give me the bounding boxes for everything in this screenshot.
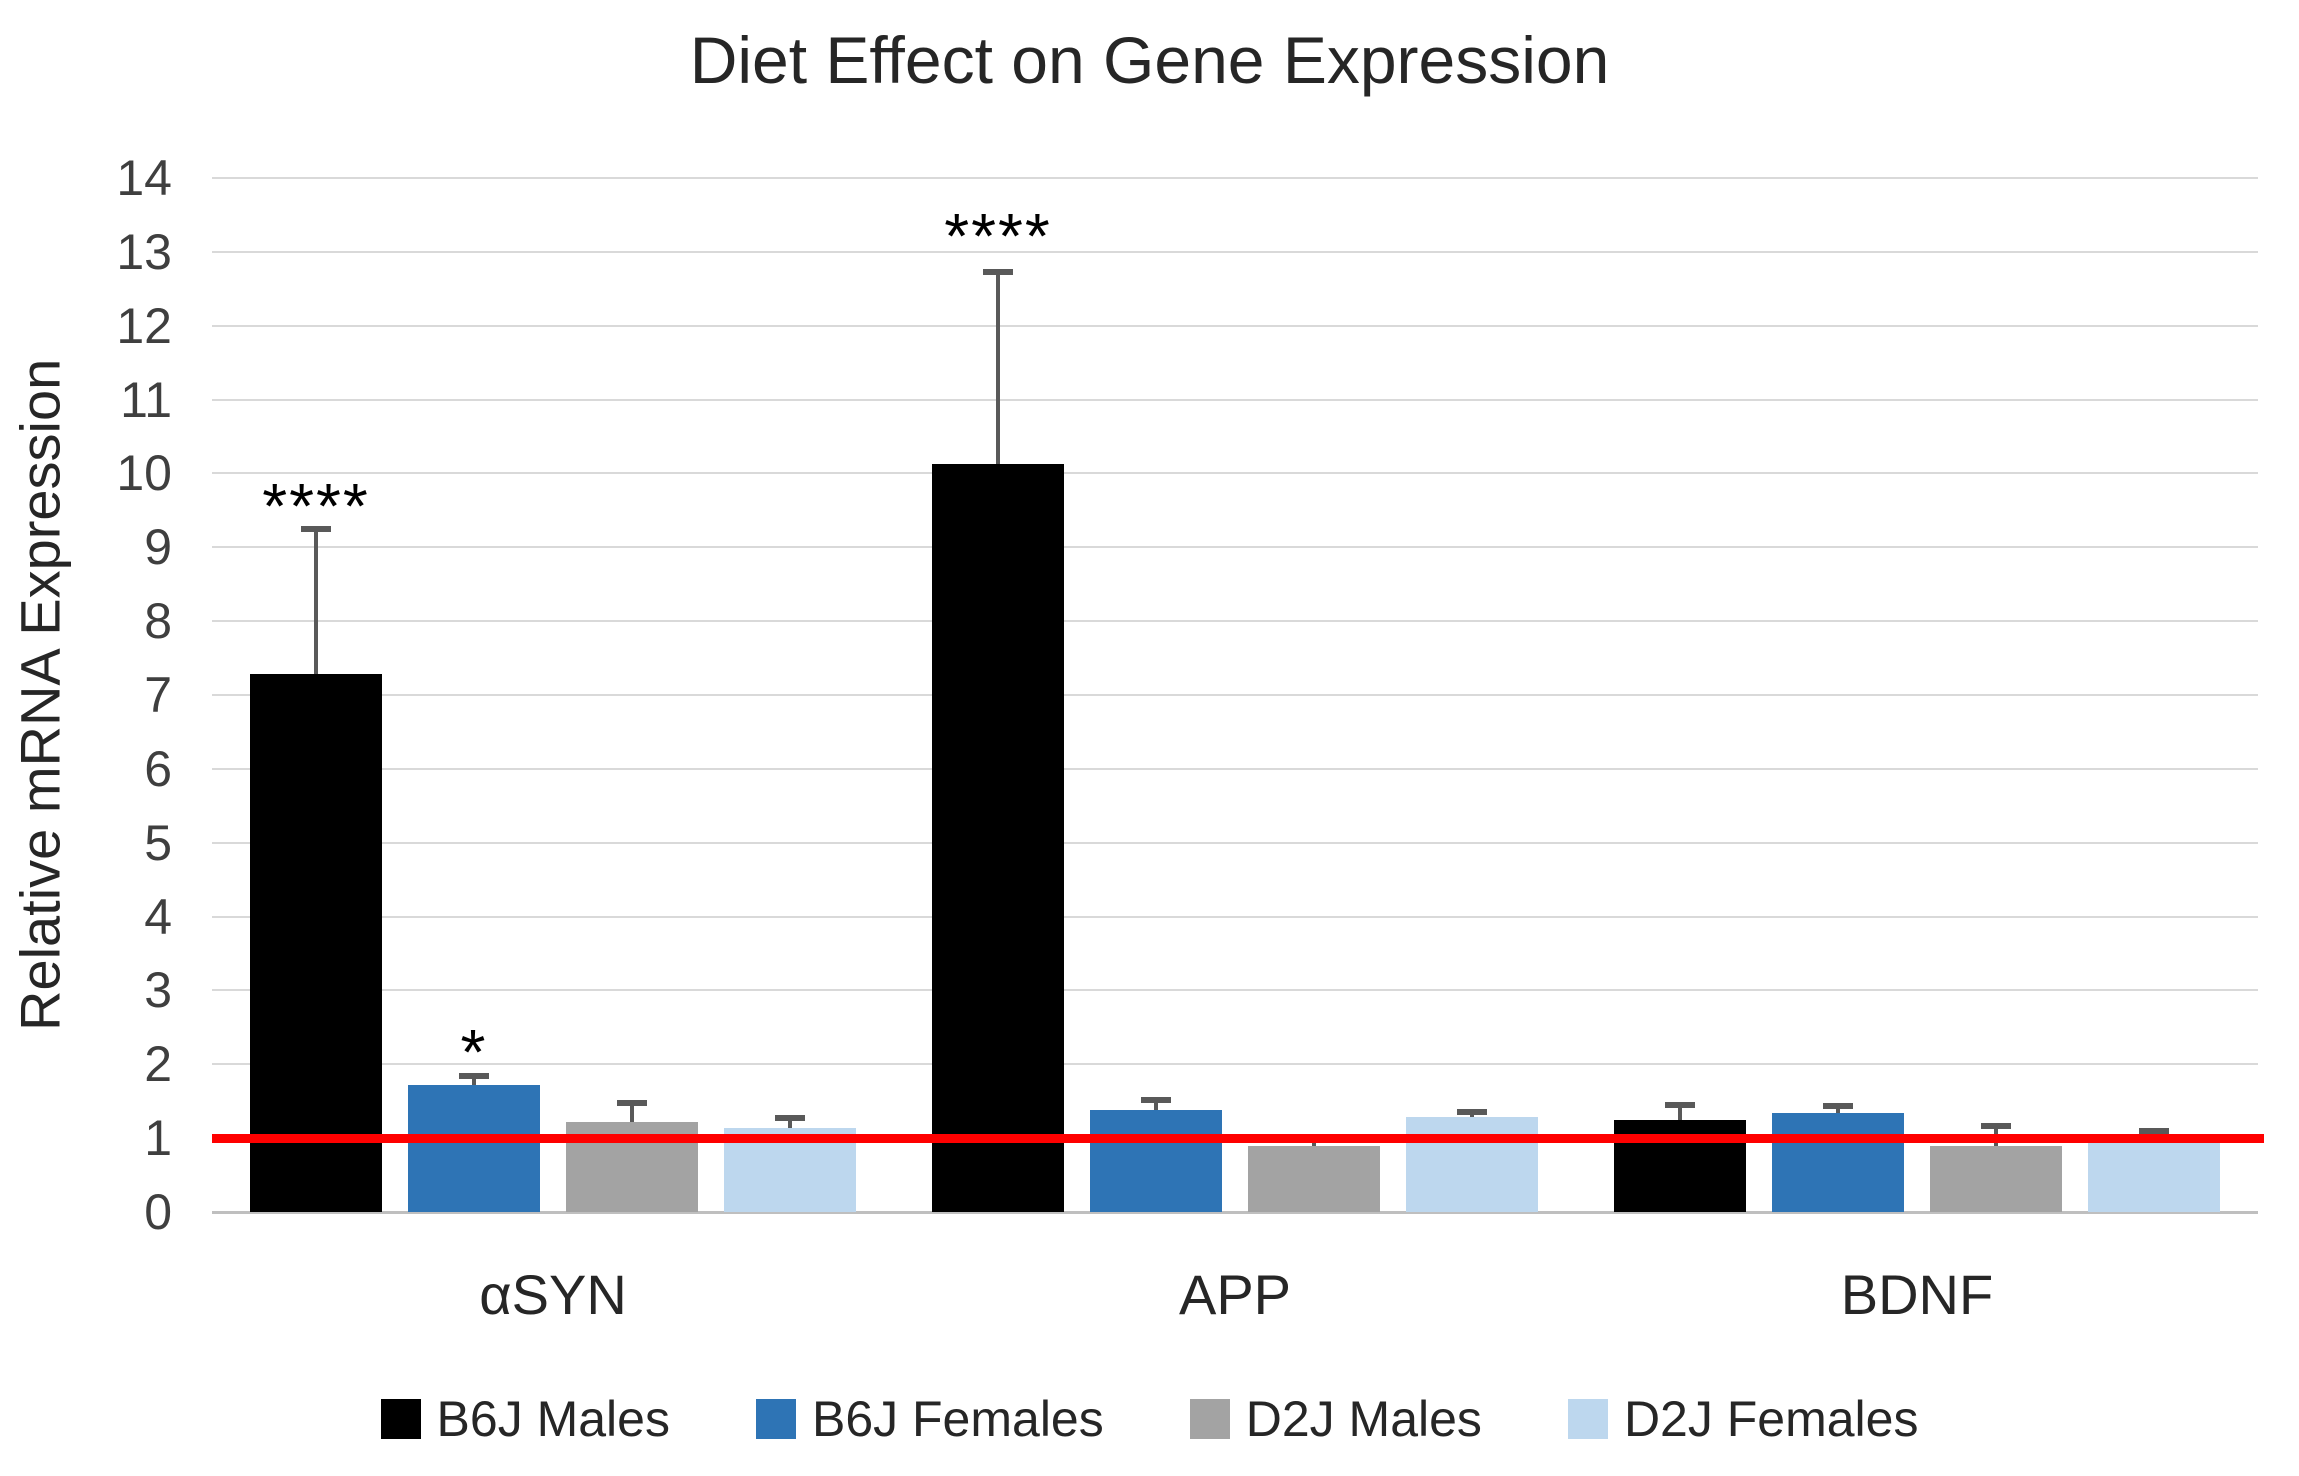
y-tick-label-0: 0 [144, 1184, 172, 1240]
gridline-y0 [212, 1211, 2258, 1214]
legend-label-b6j-males: B6J Males [436, 1391, 670, 1447]
legend-label-b6j-females: B6J Females [811, 1391, 1104, 1447]
gridline-y4 [212, 915, 2258, 918]
y-tick-label-3: 3 [144, 962, 172, 1019]
error-bar-cap [617, 1099, 647, 1106]
bar-app-d2j-females [1406, 1117, 1538, 1212]
y-tick-label-12: 12 [116, 297, 172, 354]
error-bar-cap [775, 1115, 805, 1122]
chart-title: Diet Effect on Gene Expression [689, 23, 1610, 97]
y-tick-label-11: 11 [120, 371, 172, 428]
legend-item-d2j-females: D2J Females [1567, 1390, 1919, 1448]
legend-swatch-b6j-males [380, 1399, 421, 1439]
y-tick-label-2: 2 [144, 1036, 172, 1093]
error-bar-line [630, 1102, 634, 1122]
gridline-y3 [212, 989, 2258, 992]
gridline-y12 [212, 324, 2258, 327]
legend-swatch-b6j-females [755, 1399, 796, 1439]
error-bar-cap [1457, 1108, 1487, 1115]
legend-swatch-d2j-males [1189, 1399, 1230, 1439]
category-label-syn: αSYN [479, 1263, 627, 1326]
legend-item-d2j-males: D2J Males [1189, 1390, 1482, 1448]
error-bar-line [314, 528, 318, 675]
bar-bdnf-b6j-females [1772, 1113, 1904, 1212]
y-tick-label-1: 1 [144, 1110, 172, 1167]
gridline-y11 [212, 398, 2258, 401]
error-bar-line [788, 1118, 792, 1128]
y-tick-label-14: 14 [116, 150, 172, 206]
legend-label-d2j-females: D2J Females [1623, 1391, 1919, 1447]
y-tick-label-4: 4 [144, 888, 172, 945]
chart-legend: B6J Males B6J Females D2J Males D2J Females [0, 1390, 2299, 1448]
y-tick-label-5: 5 [144, 814, 172, 871]
significance-annotation: **** [262, 469, 370, 542]
error-bar-cap [1823, 1103, 1853, 1110]
y-tick-label-8: 8 [144, 593, 172, 650]
bar-bdnf-d2j-females [2088, 1141, 2220, 1212]
significance-annotation: **** [944, 200, 1052, 273]
bar-syn-b6j-females [408, 1084, 540, 1212]
bar-bdnf-d2j-males [1930, 1145, 2062, 1212]
bar-app-b6j-males [932, 463, 1064, 1212]
y-tick-label-10: 10 [116, 445, 172, 502]
category-label-bdnf: BDNF [1840, 1263, 1994, 1326]
gridline-y8 [212, 620, 2258, 623]
error-bar-cap [983, 268, 1013, 275]
significance-annotation: * [460, 1016, 488, 1089]
gridline-y9 [212, 546, 2258, 549]
gridline-y7 [212, 694, 2258, 696]
error-bar-cap [459, 1073, 489, 1080]
gridline-y6 [212, 767, 2258, 770]
reference-line [212, 1133, 2264, 1143]
legend-item-b6j-females: B6J Females [755, 1390, 1104, 1448]
y-tick-label-6: 6 [144, 740, 172, 797]
error-bar-line [472, 1076, 476, 1085]
bar-app-b6j-females [1090, 1110, 1222, 1212]
error-bar-cap [1665, 1101, 1695, 1108]
error-bar-cap [2139, 1128, 2169, 1135]
error-bar-line [1678, 1104, 1682, 1120]
error-bar-line [996, 271, 1000, 464]
error-bar-cap [1981, 1122, 2011, 1129]
category-label-app: APP [1178, 1263, 1292, 1326]
gridline-y10 [212, 472, 2258, 475]
legend-label-d2j-males: D2J Males [1245, 1391, 1482, 1447]
bar-app-d2j-males [1248, 1145, 1380, 1212]
legend-item-b6j-males: B6J Males [380, 1390, 670, 1448]
gridline-y13 [212, 250, 2258, 253]
error-bar-cap [1141, 1097, 1171, 1104]
error-bar-line [1154, 1100, 1158, 1111]
error-bar-line [1836, 1106, 1840, 1114]
legend-swatch-d2j-females [1567, 1399, 1608, 1439]
y-tick-label-13: 13 [116, 223, 172, 280]
error-bar-cap [301, 525, 331, 532]
gridline-y5 [212, 841, 2258, 844]
gridline-y2 [212, 1063, 2258, 1066]
y-tick-label-9: 9 [144, 519, 172, 576]
y-tick-label-7: 7 [144, 667, 172, 723]
gridline-y14 [212, 177, 2258, 179]
bar-syn-b6j-males [250, 674, 382, 1212]
